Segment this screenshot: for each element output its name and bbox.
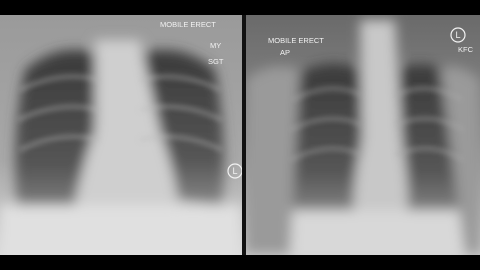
view-label: MOBILE ERECT (268, 36, 324, 45)
projection-label: AP (280, 48, 290, 57)
tech-initials: MY (210, 41, 221, 50)
tech-initials: KFC (458, 45, 474, 54)
tech-initials: SGT (208, 57, 224, 66)
side-marker: L (232, 166, 237, 176)
xray-left: MOBILE ERECT MY SGT L (0, 15, 242, 255)
side-marker: L (455, 30, 460, 40)
marker-ring (450, 27, 466, 43)
xray-right: MOBILE ERECT AP KFC L (246, 15, 480, 255)
marker-ring (227, 163, 242, 179)
divider (242, 15, 246, 255)
view-label: MOBILE ERECT (160, 20, 216, 29)
